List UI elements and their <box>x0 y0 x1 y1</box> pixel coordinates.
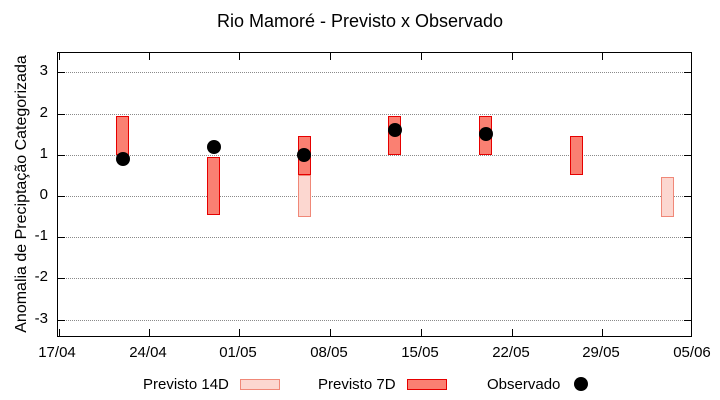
xtick-top <box>59 53 60 60</box>
gridline-y3 <box>58 72 691 74</box>
legend-item-previsto-14d: Previsto 14D <box>143 371 280 397</box>
chart-title: Rio Mamoré - Previsto x Observado <box>216 11 504 31</box>
observed-dot-22-04 <box>115 151 130 166</box>
xtick-top <box>421 53 422 60</box>
xtick-bottom <box>149 329 150 336</box>
observado-dot-icon <box>574 377 589 391</box>
legend-label-observado: Observado <box>487 375 561 393</box>
ytick-label: -2 <box>34 268 48 286</box>
xtick-bottom <box>691 329 692 336</box>
ytick-left <box>58 278 65 280</box>
ytick-right <box>684 196 691 197</box>
gridline-y-2 <box>58 278 691 280</box>
ytick-left <box>58 154 65 156</box>
ytick-right <box>684 72 691 74</box>
xtick-label: 15/05 <box>401 344 439 361</box>
previsto-7d-swatch-icon <box>406 378 447 390</box>
ytick-left <box>58 196 65 197</box>
legend: Previsto 14D Previsto 7D Observado <box>0 371 720 397</box>
forecast-bar-03-06 <box>660 177 674 217</box>
ytick-left <box>58 319 65 321</box>
forecast-bar-22-04 <box>116 115 130 155</box>
gridline-y2 <box>58 113 691 115</box>
xtick-bottom <box>330 329 331 336</box>
xtick-bottom <box>59 329 60 336</box>
xtick-bottom <box>239 329 240 336</box>
legend-label-previsto-7d: Previsto 7D <box>318 375 396 393</box>
forecast-bar-27-05 <box>569 136 583 176</box>
xtick-label: 17/04 <box>38 344 76 361</box>
forecast-bar-06-05 <box>297 175 311 217</box>
legend-label-previsto-14d: Previsto 14D <box>143 375 229 393</box>
xtick-label: 05/06 <box>673 344 711 361</box>
gridline-y-3 <box>58 319 691 321</box>
ytick-left <box>58 113 65 115</box>
xtick-label: 01/05 <box>219 344 257 361</box>
gridline-y0 <box>58 196 691 197</box>
observed-dot-29-04 <box>206 139 221 154</box>
ytick-right <box>684 237 691 239</box>
ytick-label: 2 <box>39 103 48 121</box>
ytick-label: 1 <box>39 144 48 162</box>
plot-area <box>57 52 692 337</box>
ytick-label: -1 <box>34 227 48 245</box>
ytick-label: -3 <box>34 309 48 327</box>
xtick-label: 08/05 <box>310 344 348 361</box>
xtick-top <box>602 53 603 60</box>
ytick-right <box>684 113 691 115</box>
xtick-label: 22/05 <box>492 344 530 361</box>
observed-dot-20-05 <box>478 127 493 142</box>
gridline-y1 <box>58 154 691 156</box>
ytick-right <box>684 319 691 321</box>
xtick-top <box>149 53 150 60</box>
legend-item-previsto-7d: Previsto 7D <box>318 371 447 397</box>
xtick-top <box>512 53 513 60</box>
xtick-bottom <box>512 329 513 336</box>
ytick-left <box>58 72 65 74</box>
xtick-top <box>330 53 331 60</box>
xtick-top <box>691 53 692 60</box>
xtick-label: 29/05 <box>582 344 620 361</box>
xtick-bottom <box>421 329 422 336</box>
observed-dot-13-05 <box>387 123 402 138</box>
xtick-top <box>239 53 240 60</box>
xtick-label: 24/04 <box>129 344 167 361</box>
xtick-bottom <box>602 329 603 336</box>
ytick-left <box>58 237 65 239</box>
observed-dot-06-05 <box>297 147 312 162</box>
forecast-bar-29-04 <box>207 156 220 215</box>
previsto-14d-swatch-icon <box>239 378 280 390</box>
ytick-label: 3 <box>39 62 48 80</box>
ytick-right <box>684 278 691 280</box>
ytick-right <box>684 154 691 156</box>
legend-item-observado: Observado <box>487 371 589 397</box>
gridline-y-1 <box>58 237 691 239</box>
ytick-label: 0 <box>39 186 48 203</box>
